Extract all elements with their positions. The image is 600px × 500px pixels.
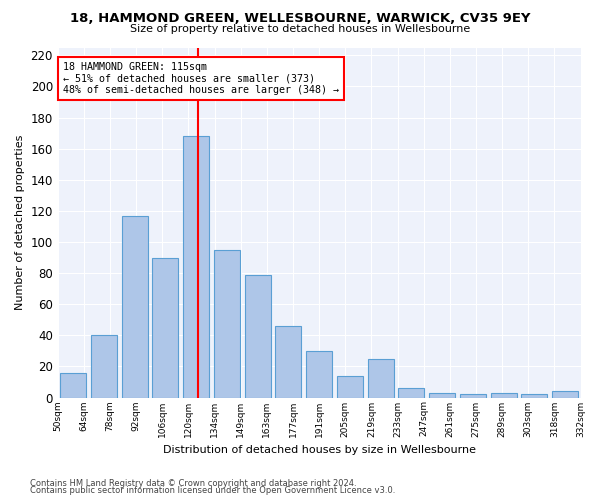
Text: Contains HM Land Registry data © Crown copyright and database right 2024.: Contains HM Land Registry data © Crown c…: [30, 478, 356, 488]
Bar: [521, 394, 547, 398]
Text: 18, HAMMOND GREEN, WELLESBOURNE, WARWICK, CV35 9EY: 18, HAMMOND GREEN, WELLESBOURNE, WARWICK…: [70, 12, 530, 26]
Bar: [460, 394, 486, 398]
Bar: [214, 250, 240, 398]
Bar: [183, 136, 209, 398]
Bar: [398, 388, 424, 398]
Bar: [245, 274, 271, 398]
Bar: [552, 392, 578, 398]
Text: 18 HAMMOND GREEN: 115sqm
← 51% of detached houses are smaller (373)
48% of semi-: 18 HAMMOND GREEN: 115sqm ← 51% of detach…: [63, 62, 339, 94]
Bar: [368, 358, 394, 398]
X-axis label: Distribution of detached houses by size in Wellesbourne: Distribution of detached houses by size …: [163, 445, 476, 455]
Bar: [429, 393, 455, 398]
Bar: [152, 258, 178, 398]
Bar: [60, 372, 86, 398]
Bar: [306, 351, 332, 398]
Text: Size of property relative to detached houses in Wellesbourne: Size of property relative to detached ho…: [130, 24, 470, 34]
Text: Contains public sector information licensed under the Open Government Licence v3: Contains public sector information licen…: [30, 486, 395, 495]
Bar: [122, 216, 148, 398]
Y-axis label: Number of detached properties: Number of detached properties: [15, 135, 25, 310]
Bar: [91, 336, 117, 398]
Bar: [491, 393, 517, 398]
Bar: [275, 326, 301, 398]
Bar: [337, 376, 363, 398]
